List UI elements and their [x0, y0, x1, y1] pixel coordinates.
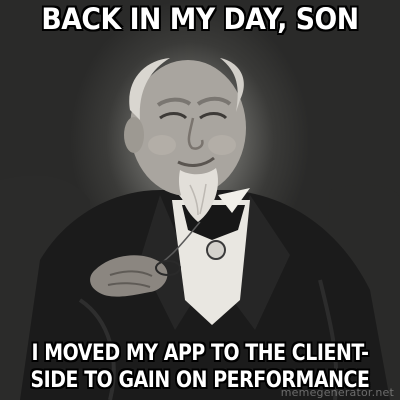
eye-right — [199, 112, 228, 120]
bottom-caption-line-1: I MOVED MY APP TO THE CLIENT- — [31, 341, 369, 367]
bottom-caption: I MOVED MY APP TO THE CLIENT- SIDE TO GA… — [28, 341, 372, 394]
smirk — [177, 156, 215, 167]
eye-left — [159, 112, 188, 120]
spectacles — [155, 260, 181, 276]
watermark: memegenerator.net — [280, 386, 394, 399]
head — [130, 60, 246, 196]
bottom-caption-line-2: SIDE TO GAIN ON PERFORMANCE — [30, 367, 370, 393]
top-caption: BACK IN MY DAY, SON — [41, 2, 359, 36]
goatee — [178, 168, 218, 222]
brooch — [206, 240, 226, 260]
